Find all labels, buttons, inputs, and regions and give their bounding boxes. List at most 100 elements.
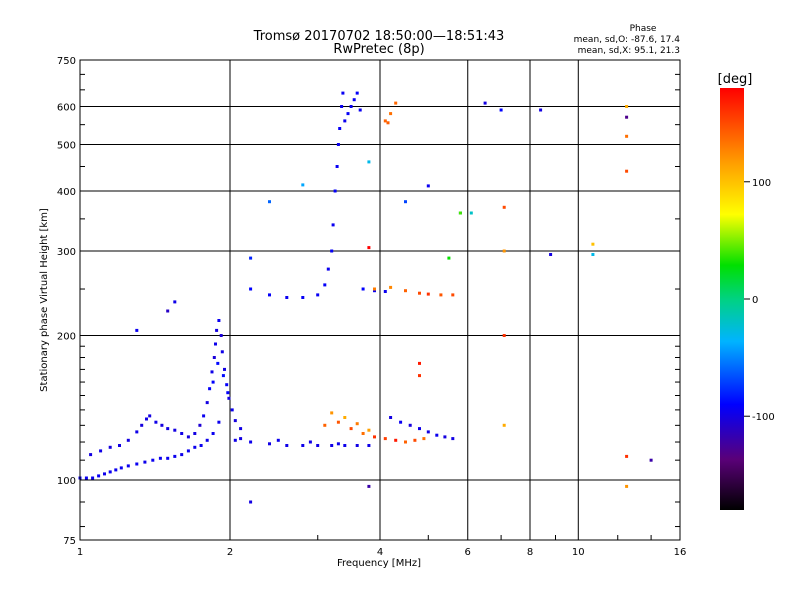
- data-point: [316, 444, 320, 447]
- x-axis-ticks: 1 2 4 6 8 10 16: [77, 535, 687, 558]
- data-point: [418, 427, 421, 431]
- data-point: [126, 464, 130, 468]
- data-point: [140, 423, 144, 427]
- data-point: [343, 444, 347, 447]
- data-point: [649, 458, 653, 462]
- data-point: [418, 361, 421, 365]
- data-point: [227, 396, 231, 400]
- data-point: [331, 223, 335, 227]
- chart-subtitle: RwPretec (8p): [333, 42, 424, 57]
- data-point: [214, 342, 217, 346]
- data-point: [338, 127, 342, 130]
- data-point: [343, 416, 347, 419]
- colorbar-tick-label: 0: [752, 295, 758, 306]
- data-point: [358, 108, 362, 112]
- y-tick-label: 300: [57, 247, 76, 258]
- data-point: [451, 437, 455, 441]
- colorbar-ticks: 100 0 -100: [744, 178, 775, 423]
- y-tick-label: 100: [57, 476, 76, 487]
- data-point: [343, 119, 347, 123]
- data-point: [285, 444, 289, 447]
- data-point: [143, 460, 147, 464]
- data-point: [219, 334, 223, 337]
- info-mean-x: mean, sd,X: 95.1, 21.3: [578, 46, 680, 56]
- data-point: [173, 454, 177, 458]
- x-tick-label: 2: [227, 547, 233, 558]
- y-tick-label: 200: [57, 332, 76, 343]
- data-point: [249, 500, 253, 504]
- data-point: [418, 291, 421, 295]
- data-point: [625, 169, 629, 173]
- data-point: [539, 108, 543, 112]
- data-point: [469, 211, 473, 215]
- data-point: [166, 456, 170, 460]
- info-mean-o: mean, sd,O: -87.6, 17.4: [574, 35, 681, 45]
- data-point: [330, 249, 334, 253]
- data-point: [389, 416, 393, 419]
- data-point: [625, 115, 629, 119]
- data-point: [301, 183, 305, 187]
- colorbar-label: [deg]: [718, 72, 753, 87]
- data-point: [373, 287, 376, 291]
- colorbar: [720, 88, 744, 510]
- data-point: [404, 289, 407, 293]
- data-point: [625, 105, 629, 108]
- data-point: [180, 432, 184, 435]
- data-point: [367, 484, 371, 488]
- x-axis-label: Frequency [MHz]: [337, 558, 421, 569]
- data-point: [202, 414, 206, 418]
- data-point: [349, 105, 353, 108]
- data-point: [91, 476, 95, 480]
- data-point: [145, 417, 148, 421]
- data-point: [230, 408, 234, 412]
- data-point: [135, 462, 139, 466]
- data-point: [389, 112, 393, 116]
- data-point: [361, 287, 365, 291]
- data-point: [326, 267, 330, 271]
- data-point: [389, 285, 393, 289]
- data-point: [193, 445, 197, 449]
- data-point: [103, 472, 106, 476]
- data-point: [349, 427, 353, 431]
- data-point: [193, 432, 197, 435]
- data-point: [340, 105, 344, 108]
- data-point: [126, 438, 130, 442]
- data-point: [99, 449, 103, 453]
- data-point: [208, 387, 212, 391]
- x-tick-label: 10: [572, 547, 585, 558]
- data-point: [447, 256, 451, 260]
- data-point: [166, 427, 170, 431]
- data-point: [426, 292, 430, 296]
- chart-title: Tromsø 20170702 18:50:00—18:51:43: [253, 29, 505, 44]
- data-point: [426, 430, 430, 434]
- data-point: [386, 121, 390, 125]
- data-point: [336, 442, 340, 446]
- data-point: [249, 440, 253, 444]
- data-point: [336, 143, 340, 146]
- data-point: [233, 419, 237, 423]
- data-point: [225, 383, 229, 387]
- x-tick-label: 16: [674, 547, 687, 558]
- data-point: [212, 356, 216, 359]
- x-tick-label: 8: [527, 547, 533, 558]
- data-point: [220, 350, 224, 354]
- data-point: [367, 444, 371, 447]
- x-tick-label: 1: [77, 547, 83, 558]
- data-point: [373, 289, 376, 293]
- data-point: [108, 470, 112, 474]
- y-axis-ticks: 75 100 200 300 400 500 600 750: [57, 56, 680, 547]
- info-heading: Phase: [630, 24, 657, 34]
- data-point: [394, 101, 398, 105]
- data-point: [268, 293, 271, 297]
- y-tick-label: 400: [57, 187, 76, 198]
- data-point: [591, 242, 595, 246]
- data-point: [226, 391, 230, 395]
- data-point: [361, 432, 365, 435]
- data-point: [239, 437, 243, 441]
- data-point: [383, 119, 387, 123]
- data-point: [367, 160, 371, 164]
- data-point: [625, 134, 629, 138]
- colorbar-tick-label: -100: [752, 412, 775, 423]
- data-point: [166, 309, 170, 313]
- data-point: [335, 165, 339, 168]
